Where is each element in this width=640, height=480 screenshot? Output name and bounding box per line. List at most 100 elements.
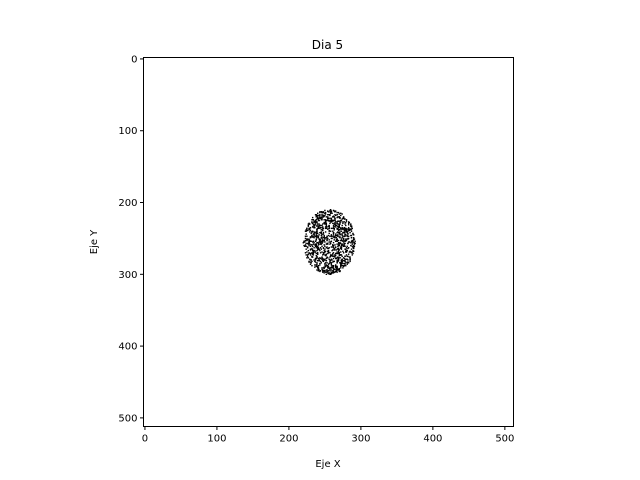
data-point xyxy=(333,210,335,212)
data-point xyxy=(342,252,345,254)
data-point xyxy=(319,226,322,229)
data-point xyxy=(347,242,349,245)
data-point xyxy=(308,238,310,240)
data-point xyxy=(316,218,318,220)
data-point xyxy=(334,266,337,268)
data-point xyxy=(341,233,343,235)
data-point xyxy=(337,226,340,229)
data-point xyxy=(319,241,322,243)
data-point xyxy=(334,226,337,228)
data-point xyxy=(316,263,318,265)
chart-title: Dia 5 xyxy=(312,38,343,52)
data-point xyxy=(336,252,338,255)
data-point xyxy=(318,224,320,227)
data-point xyxy=(319,239,322,241)
data-point xyxy=(318,269,320,271)
data-point xyxy=(349,260,351,263)
data-point xyxy=(325,222,328,225)
data-point xyxy=(322,258,325,260)
y-axis: 0 100 200 300 400 500 xyxy=(118,54,144,424)
data-point xyxy=(347,247,350,249)
data-point xyxy=(328,226,330,228)
data-point xyxy=(350,224,352,226)
data-point xyxy=(329,254,332,256)
data-point xyxy=(343,226,346,229)
x-tick-label: 100 xyxy=(207,434,226,445)
data-point xyxy=(312,243,315,245)
data-point xyxy=(346,235,348,237)
data-point xyxy=(337,231,339,233)
data-point xyxy=(332,224,335,227)
data-point xyxy=(320,262,323,264)
data-point xyxy=(315,247,317,249)
data-point xyxy=(336,239,338,241)
data-point xyxy=(306,246,309,248)
data-point xyxy=(332,247,335,249)
data-point xyxy=(318,238,320,240)
data-point xyxy=(319,217,322,220)
data-point xyxy=(324,262,326,265)
data-point xyxy=(341,259,343,261)
data-point xyxy=(327,218,329,220)
data-point xyxy=(342,239,344,242)
data-point xyxy=(323,235,325,237)
data-point xyxy=(348,221,351,224)
data-point xyxy=(305,242,307,245)
data-point xyxy=(347,247,349,250)
data-point xyxy=(330,219,333,221)
data-point xyxy=(342,243,344,245)
data-point xyxy=(322,227,325,230)
data-point xyxy=(322,223,324,225)
data-point xyxy=(346,231,348,234)
data-point xyxy=(323,270,325,273)
data-point xyxy=(337,211,340,214)
data-point xyxy=(329,214,331,216)
data-point xyxy=(309,248,312,250)
data-point xyxy=(330,272,333,275)
data-point xyxy=(316,224,318,227)
data-point xyxy=(329,260,331,263)
data-point xyxy=(309,229,311,231)
data-point xyxy=(332,252,335,254)
data-point xyxy=(324,237,326,240)
data-point xyxy=(322,211,324,214)
data-point xyxy=(309,227,311,230)
data-point xyxy=(343,262,346,265)
data-point xyxy=(347,229,350,231)
data-point xyxy=(311,244,313,246)
data-point xyxy=(350,252,353,254)
data-point xyxy=(311,256,313,258)
data-point xyxy=(305,254,307,256)
data-point xyxy=(350,234,353,237)
data-point xyxy=(348,229,351,232)
data-point xyxy=(327,225,330,227)
data-point xyxy=(332,244,334,246)
data-point xyxy=(315,243,317,245)
data-point xyxy=(336,238,338,240)
data-point xyxy=(348,229,351,231)
data-point xyxy=(325,259,328,262)
data-point xyxy=(330,219,333,222)
data-point xyxy=(312,254,315,256)
data-point xyxy=(347,253,350,255)
data-point xyxy=(327,211,330,213)
data-point xyxy=(315,235,317,237)
data-point xyxy=(317,247,320,249)
data-point xyxy=(311,234,313,237)
data-point xyxy=(319,231,321,234)
data-point xyxy=(345,219,348,221)
data-point xyxy=(334,252,337,255)
data-point xyxy=(324,251,326,253)
data-point xyxy=(317,217,320,220)
data-point xyxy=(330,263,333,265)
data-point xyxy=(319,211,321,213)
data-point xyxy=(315,252,317,255)
data-point xyxy=(310,262,312,264)
data-point xyxy=(309,252,311,255)
data-point xyxy=(345,234,347,236)
data-point xyxy=(322,247,325,250)
data-point xyxy=(307,253,310,255)
data-point xyxy=(329,272,332,275)
data-point xyxy=(337,258,340,260)
data-point xyxy=(323,259,325,261)
